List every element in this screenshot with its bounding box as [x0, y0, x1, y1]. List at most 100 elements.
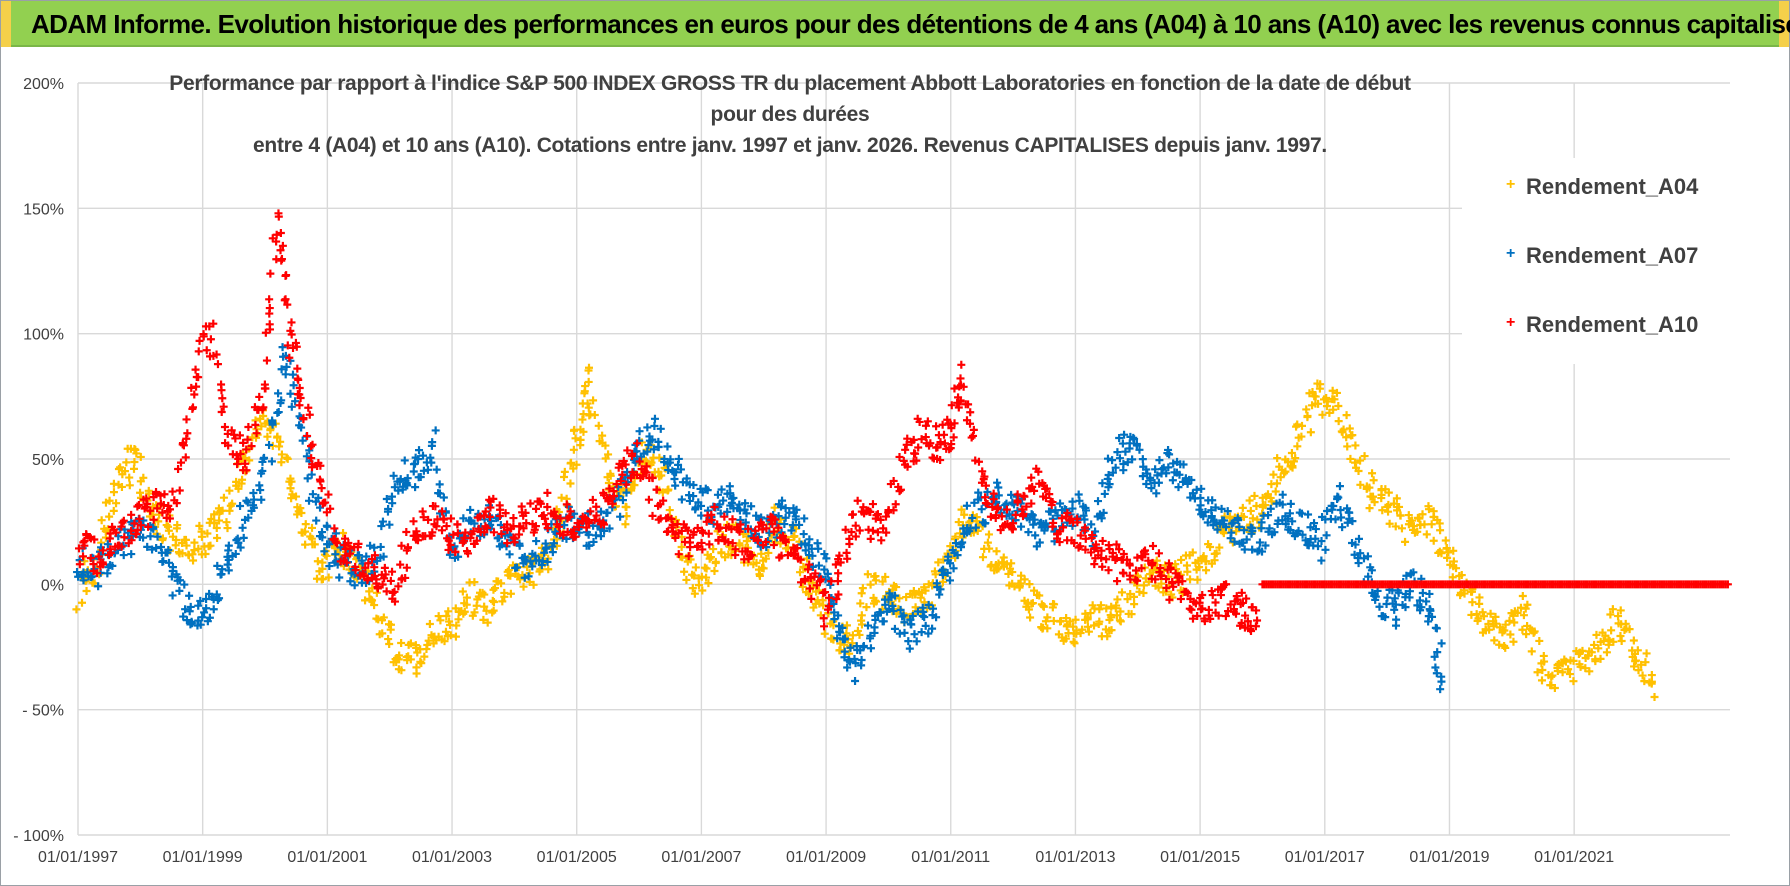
data-point [1094, 619, 1103, 628]
data-point [1576, 648, 1585, 657]
x-tick-label: 01/01/2019 [1409, 849, 1489, 866]
data-point [1257, 518, 1266, 527]
data-point [1291, 454, 1300, 463]
data-point [966, 408, 975, 417]
data-point [194, 347, 203, 356]
data-point [1197, 484, 1206, 493]
data-point [157, 542, 166, 551]
data-point [195, 336, 204, 345]
data-point [483, 618, 492, 627]
banner-right-accent [1779, 1, 1789, 47]
data-point [194, 601, 203, 610]
data-point [633, 439, 642, 448]
data-point [984, 530, 993, 539]
data-point [943, 568, 952, 577]
data-point [682, 575, 691, 584]
data-point [1235, 522, 1244, 531]
data-point [685, 538, 694, 547]
data-point [1288, 517, 1297, 526]
data-point [1112, 540, 1121, 549]
data-point [531, 522, 540, 531]
data-point [733, 525, 742, 534]
data-point [584, 530, 593, 539]
data-point [186, 602, 195, 611]
data-point [765, 528, 774, 537]
data-point [664, 485, 673, 494]
data-point [905, 644, 914, 653]
data-point [879, 617, 888, 626]
data-point [416, 472, 425, 481]
data-point [1028, 511, 1037, 520]
legend-marker-a10-icon: + [1506, 314, 1516, 331]
data-point [94, 552, 103, 561]
data-point [282, 362, 291, 371]
data-point [1076, 531, 1085, 540]
data-point [993, 503, 1002, 512]
data-point [1622, 624, 1631, 633]
data-point [610, 491, 619, 500]
data-point [1125, 439, 1134, 448]
data-point [1121, 447, 1130, 456]
data-point [1018, 505, 1027, 514]
data-point [1428, 612, 1437, 621]
data-point [505, 550, 514, 559]
data-point [98, 558, 107, 567]
data-point [528, 562, 537, 571]
data-point [236, 501, 245, 510]
data-point [808, 578, 817, 587]
data-point [1097, 553, 1106, 562]
data-point [202, 346, 211, 355]
data-point [1422, 530, 1431, 539]
data-point [1356, 549, 1365, 558]
data-point [960, 510, 969, 519]
data-point [409, 517, 418, 526]
data-point [650, 421, 659, 430]
data-point [761, 554, 770, 563]
data-point [1232, 592, 1241, 601]
data-point [1293, 420, 1302, 429]
data-point [293, 374, 302, 383]
data-point [851, 677, 860, 686]
data-point [259, 403, 268, 412]
data-point [225, 506, 234, 515]
y-tick-label: 200% [23, 76, 64, 93]
data-point [1335, 482, 1344, 491]
data-point [510, 538, 519, 547]
data-point [385, 520, 394, 529]
data-point [573, 519, 582, 528]
data-point [752, 511, 761, 520]
data-point [1088, 531, 1097, 540]
data-point [153, 532, 162, 541]
data-point [674, 460, 683, 469]
data-point [1417, 603, 1426, 612]
data-point [780, 520, 789, 529]
data-point [820, 629, 829, 638]
data-point [1616, 606, 1625, 615]
legend-marker-a04-icon: + [1506, 176, 1516, 193]
data-point [1519, 611, 1528, 620]
data-point [1237, 588, 1246, 597]
data-point [943, 415, 952, 424]
data-point [1269, 470, 1278, 479]
data-point [139, 495, 148, 504]
data-point [459, 514, 468, 523]
data-point [355, 551, 364, 560]
data-point [129, 464, 138, 473]
data-point [461, 528, 470, 537]
data-point [1383, 593, 1392, 602]
data-point [1104, 470, 1113, 479]
data-point [1027, 473, 1036, 482]
data-point [220, 423, 229, 432]
data-point [1223, 507, 1232, 516]
data-point [1354, 559, 1363, 568]
data-point [255, 392, 264, 401]
data-point [654, 515, 663, 524]
data-point [1103, 454, 1112, 463]
data-point [977, 505, 986, 514]
data-point [999, 522, 1008, 531]
data-point [267, 457, 276, 466]
data-point [116, 463, 125, 472]
data-point [366, 541, 375, 550]
data-point [677, 543, 686, 551]
data-point [1638, 671, 1647, 680]
